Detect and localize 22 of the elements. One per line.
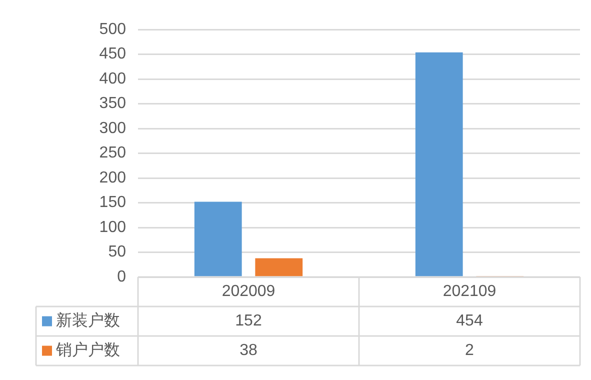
bar (255, 258, 303, 276)
y-tick-label: 350 (99, 95, 126, 112)
bar (415, 52, 463, 276)
y-tick-label: 50 (108, 244, 126, 261)
data-label: 2 (465, 342, 474, 360)
legend-label: 新装户数 (56, 312, 120, 330)
y-tick-label: 450 (99, 46, 126, 63)
x-tick-label: 202109 (442, 283, 496, 300)
y-tick-label: 200 (99, 169, 126, 186)
y-tick-label: 250 (99, 144, 126, 162)
x-tick-label: 202009 (222, 283, 276, 300)
bar (194, 202, 242, 276)
y-tick-label: 500 (99, 21, 126, 38)
y-tick-label: 0 (117, 268, 126, 286)
y-tick-label: 300 (99, 120, 126, 137)
data-label: 152 (235, 312, 262, 330)
y-tick-label: 400 (99, 70, 126, 88)
data-label: 454 (456, 312, 483, 330)
y-tick-label: 100 (99, 218, 126, 236)
legend-label: 销户户数 (55, 341, 120, 360)
y-tick-label: 150 (99, 194, 126, 212)
data-label: 38 (240, 342, 258, 360)
